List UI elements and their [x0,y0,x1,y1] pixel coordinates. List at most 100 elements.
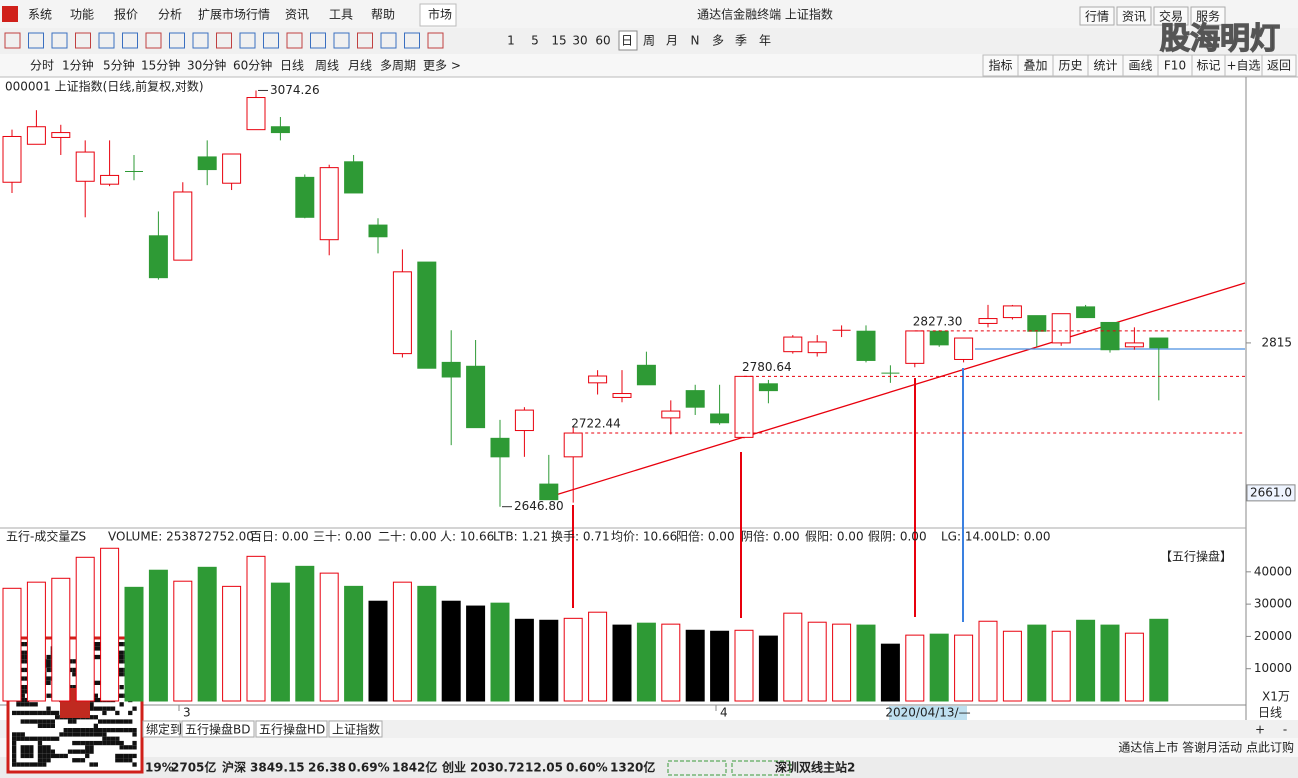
qr-cell [42,749,47,754]
tool-tab-label[interactable]: 标记 [1196,59,1220,73]
market-tab-label[interactable]: 市场 [428,7,452,22]
period-tab[interactable]: 日线 [280,59,304,73]
tool-icon[interactable] [216,32,232,49]
tool-icon[interactable] [357,32,373,49]
volume-bar [270,582,290,702]
toolbar-period[interactable]: 月 [666,34,678,48]
top-button[interactable] [1079,6,1115,26]
tool-icon[interactable] [51,32,68,49]
tool-icon[interactable] [427,32,444,49]
menu-item[interactable]: 系统 [28,8,52,22]
period-tab[interactable]: 30分钟 [187,58,226,73]
toolbar-period[interactable]: 周 [643,34,655,48]
qr-cell [128,753,133,759]
tool-icon[interactable] [239,32,256,49]
bottom-tab-label[interactable]: 上证指数 [332,722,380,737]
period-tab[interactable]: 分时 [30,59,54,73]
top-button[interactable] [1116,6,1152,26]
tool-icon[interactable] [310,32,326,49]
bottom-tab-label[interactable]: 绑定到 [146,722,182,737]
menu-item[interactable]: 工具 [329,8,353,22]
tool-icon[interactable] [263,32,279,49]
tool-icon[interactable] [4,32,21,49]
bottom-tab-label[interactable]: 五行操盘BD [185,722,250,737]
top-button[interactable] [1153,6,1189,26]
qr-cell [106,728,111,733]
toolbar-period[interactable]: 30 [572,34,587,48]
tool-tab-label[interactable]: 指标 [988,58,1012,73]
tool-tab-label[interactable]: 返回 [1267,59,1291,73]
qr-cell [24,702,30,707]
menu-item[interactable]: 资讯 [285,8,309,22]
price-label: 2722.44 [571,417,621,431]
candle-body [710,413,730,424]
menu-item[interactable]: 帮助 [371,8,395,22]
tool-icon[interactable] [286,32,303,49]
top-button-label[interactable]: 资讯 [1122,10,1146,24]
marquee[interactable]: 通达信上市 答谢月活动 点此订购 [1118,740,1294,755]
toolbar-period[interactable]: 60 [595,34,610,48]
bottom-tab[interactable] [181,720,255,738]
tool-icon[interactable] [28,32,44,49]
menu-item[interactable]: 分析 [158,8,182,22]
candle-body [563,432,583,458]
tool-icon[interactable] [192,32,209,49]
status-item: 深圳双线主站2 [775,760,855,775]
tool-tab-label[interactable]: 叠加 [1023,59,1047,73]
bottom-tab[interactable] [328,720,383,738]
toolbar-period[interactable]: N [691,34,700,48]
toolbar-period[interactable]: 1 [507,34,515,48]
qr-cell [37,736,43,741]
period-tab[interactable]: 更多 > [423,59,461,73]
toolbar-period[interactable]: 多 [712,34,724,48]
top-button-label[interactable]: 交易 [1159,9,1183,24]
status-item: 26.38 [308,761,346,775]
period-tab[interactable]: 月线 [348,59,372,73]
toolbar-period[interactable]: 5 [531,34,539,48]
toolbar-period[interactable]: 季 [735,34,747,48]
tool-icon[interactable] [404,32,420,49]
tool-icon[interactable] [169,32,185,49]
tool-icon[interactable] [380,32,397,49]
top-button[interactable] [1190,6,1226,26]
tool-tab-label[interactable]: F10 [1164,59,1186,73]
bottom-tab-label[interactable]: 五行操盘HD [259,722,325,737]
tool-tab-label[interactable]: 画线 [1128,59,1152,73]
tool-icon[interactable] [145,32,162,49]
tool-icon[interactable] [98,32,115,49]
qr-cell [46,753,51,759]
period-tab[interactable]: 60分钟 [233,58,272,73]
top-button-label[interactable]: 行情 [1085,10,1109,24]
qr-cell [76,740,81,746]
top-button-label[interactable]: 服务 [1196,9,1220,24]
qr-cell [42,719,47,724]
qr-cell [29,753,34,759]
qr-cell [46,659,51,664]
tool-tab[interactable] [1261,54,1297,77]
period-tab[interactable]: 多周期 [380,59,416,73]
tool-icon[interactable] [333,32,350,49]
tool-icon[interactable] [122,32,138,49]
period-tab[interactable]: 5分钟 [103,58,135,73]
bottom-tab[interactable] [142,720,181,738]
menu-item[interactable]: 功能 [70,8,94,22]
menu-item[interactable]: 报价 [114,7,138,22]
toolbar-period[interactable]: 日 [621,34,633,48]
menu-item[interactable]: 扩展市场行情 [198,7,270,22]
side-label[interactable]: + [1255,723,1265,737]
bottom-tab[interactable] [255,720,328,738]
tool-tab-label[interactable]: +自选 [1226,59,1260,73]
side-label[interactable]: - [1283,723,1287,737]
volume-bar [514,618,534,702]
side-label[interactable]: 日线 [1258,706,1282,720]
period-tab[interactable]: 15分钟 [141,58,180,73]
toolbar-period[interactable]: 15 [551,34,566,48]
tool-icon[interactable] [75,32,91,49]
tool-tab-label[interactable]: 统计 [1093,59,1117,73]
tool-tab-label[interactable]: 历史 [1058,59,1082,73]
indicator-value: VOLUME: 253872752.00 [108,530,254,544]
period-tab[interactable]: 1分钟 [62,58,94,73]
qr-cell [85,740,90,746]
toolbar-period[interactable]: 年 [759,34,771,48]
period-tab[interactable]: 周线 [315,59,339,73]
